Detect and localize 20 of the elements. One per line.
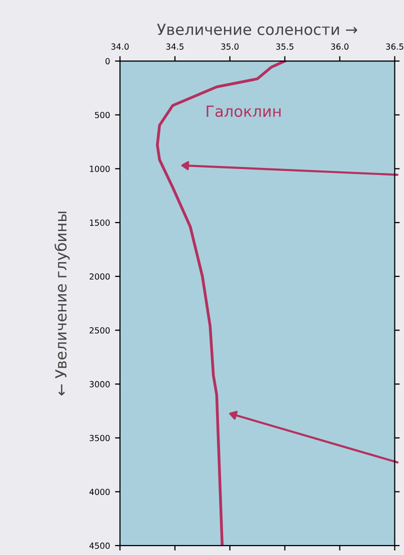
annotation: Галоклин	[206, 106, 281, 117]
y-tick-label: 4000	[89, 488, 110, 496]
y-tick-label: 2500	[90, 327, 110, 334]
y-tick-label: 3000	[90, 381, 110, 388]
y-tick-label: 1000	[90, 166, 110, 172]
y-tick-label: 0	[106, 58, 110, 64]
x-tick-label: 34.0	[111, 43, 129, 50]
x-tick-label: 36.0	[331, 43, 348, 50]
x-tick-label: 35.0	[221, 43, 239, 50]
y-axis-title: ← Увеличение глубины	[54, 212, 70, 396]
y-tick-label: 2000	[90, 273, 110, 280]
y-tick-label: 500	[95, 112, 110, 118]
y-tick-label: 3500	[90, 434, 110, 442]
x-axis-title: Увеличение солености →	[157, 24, 358, 36]
x-tick-label: 35.5	[276, 43, 294, 50]
x-tick-label: 36.5	[386, 43, 404, 50]
y-tick-label: 4500	[89, 542, 110, 549]
line-series	[156, 61, 286, 546]
x-tick-label: 34.5	[166, 43, 184, 50]
y-tick-label: 1500	[90, 220, 110, 226]
